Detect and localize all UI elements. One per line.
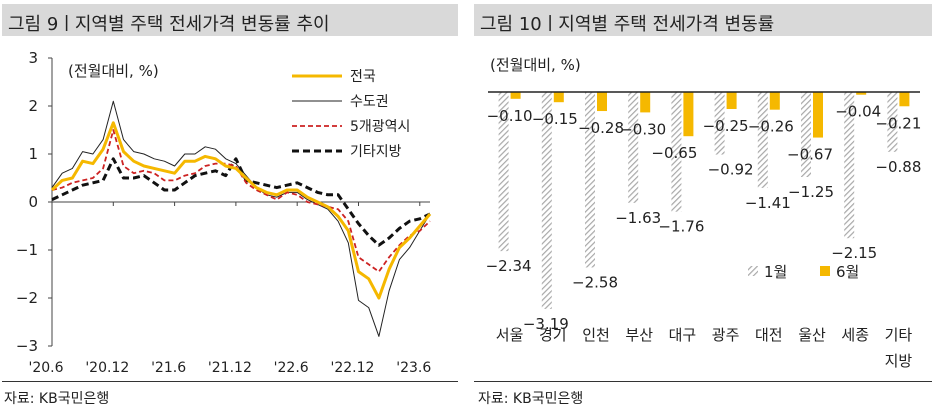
unit-label: (전월대비, %) xyxy=(490,56,581,74)
jun-value-label: −0.65 xyxy=(651,144,697,162)
category-label: 광주 xyxy=(712,326,740,344)
x-tick-label: '22.6 xyxy=(274,360,309,376)
right-chart-title: 그림 10ㅣ지역별 주택 전세가격 변동률 xyxy=(480,14,775,35)
bar-chart: (전월대비, %) −2.34 −0.10 서울−3.19 −0.15 경기 −2.58 −0… xyxy=(486,56,922,370)
right-panel: 그림 10ㅣ지역별 주택 전세가격 변동률 (전월대비, %) −2.34 −0.1… xyxy=(474,0,934,415)
bar-jun xyxy=(856,92,867,95)
bar-jan xyxy=(671,92,682,212)
left-source-rule xyxy=(2,381,458,382)
y-tick-label: 2 xyxy=(28,97,38,115)
jan-value-label: −0.88 xyxy=(875,158,921,176)
jan-value-label: −1.63 xyxy=(615,209,661,227)
bar-jan xyxy=(498,92,509,252)
legend-label-4: 기타지방 xyxy=(350,144,402,160)
category-label: 기타 xyxy=(885,326,913,344)
category-label: 세종 xyxy=(841,326,869,344)
x-tick-label: '21.12 xyxy=(208,360,252,376)
x-tick-label: '22.12 xyxy=(331,360,375,376)
bar-jan xyxy=(801,92,811,177)
bar-jun xyxy=(813,92,823,138)
bar-jan xyxy=(887,92,898,152)
right-source-rule xyxy=(474,381,932,382)
y-tick-label: −2 xyxy=(16,289,38,307)
unit-label: (전월대비, %) xyxy=(68,62,159,80)
x-tick-label: '20.6 xyxy=(28,360,63,376)
category-label: 경기 xyxy=(539,326,567,344)
bar-jan xyxy=(541,92,552,309)
legend-label-1: 전국 xyxy=(350,69,376,85)
legend-swatch-jun xyxy=(820,266,830,276)
x-tick-label: '20.12 xyxy=(85,360,129,376)
bar-jan xyxy=(757,92,768,188)
legend-label-2: 수도권 xyxy=(350,94,389,110)
left-title-bar xyxy=(2,4,458,36)
jan-value-label: −2.15 xyxy=(831,244,877,262)
y-tick-label: 3 xyxy=(28,49,38,67)
jun-value-label: −0.30 xyxy=(620,120,666,138)
bar-jan xyxy=(585,92,595,268)
series-line-1 xyxy=(50,121,432,300)
bar-jan xyxy=(714,92,725,155)
jun-value-label: −0.28 xyxy=(578,119,624,137)
bar-jan xyxy=(628,92,639,203)
bar-jan xyxy=(844,92,855,239)
legend-label-3: 5개광역시 xyxy=(350,119,410,135)
bar-jun xyxy=(597,92,607,112)
category-label: 인천 xyxy=(582,326,610,344)
right-source: 자료: KB국민은행 xyxy=(478,391,584,407)
line-chart: 3 2 1 0 −1 −2 −3 '20.6 '20.12 '21.6 '21.12 '22.6 '22… xyxy=(16,49,432,376)
jun-value-label: −0.04 xyxy=(835,103,881,121)
bar-jun xyxy=(640,92,651,113)
legend-label-jun: 6월 xyxy=(836,263,859,281)
x-tick-label: '21.6 xyxy=(151,360,186,376)
category-label-line2: 지방 xyxy=(885,352,913,370)
jan-value-label: −1.76 xyxy=(658,218,704,236)
bar-jun xyxy=(510,92,521,99)
category-label: 부산 xyxy=(625,326,653,344)
jun-value-label: −0.10 xyxy=(487,107,533,125)
series-line-4 xyxy=(51,157,431,247)
jan-value-label: −1.25 xyxy=(788,183,834,201)
category-label: 대전 xyxy=(755,326,783,344)
bar-jun xyxy=(769,92,780,110)
x-tick-label: '23.6 xyxy=(396,360,431,376)
right-title-bar xyxy=(474,4,932,36)
jun-value-label: −0.26 xyxy=(748,118,794,136)
y-tick-label: −3 xyxy=(16,337,38,355)
jun-value-label: −0.15 xyxy=(532,110,578,128)
jun-value-label: −0.67 xyxy=(787,146,833,164)
left-source: 자료: KB국민은행 xyxy=(4,391,110,407)
bar-jun xyxy=(553,92,564,103)
bar-jun xyxy=(683,92,694,137)
jan-value-label: −0.92 xyxy=(708,161,754,179)
jun-value-label: −0.25 xyxy=(703,117,749,135)
y-tick-label: 1 xyxy=(28,145,38,163)
jun-value-label: −0.21 xyxy=(875,114,921,132)
y-tick-label: 0 xyxy=(28,193,38,211)
y-tick-label: −1 xyxy=(16,241,38,259)
left-panel: 그림 9ㅣ지역별 주택 전세가격 변동률 추이 3 2 1 0 −1 −2 −3 '20.6 '… xyxy=(0,0,460,415)
jan-value-label: −2.58 xyxy=(572,273,618,291)
left-chart-title: 그림 9ㅣ지역별 주택 전세가격 변동률 추이 xyxy=(8,14,330,35)
bar-jun xyxy=(899,92,910,107)
jan-value-label: −2.34 xyxy=(486,257,532,275)
category-label: 서울 xyxy=(496,326,524,344)
category-label: 대구 xyxy=(669,326,697,344)
legend-swatch-jan xyxy=(748,266,758,276)
legend-label-jan: 1월 xyxy=(764,263,787,281)
jan-value-label: −1.41 xyxy=(745,194,791,212)
category-label: 울산 xyxy=(798,326,826,344)
jan-value-label: −3.19 xyxy=(523,315,569,333)
bar-jun xyxy=(726,92,737,109)
